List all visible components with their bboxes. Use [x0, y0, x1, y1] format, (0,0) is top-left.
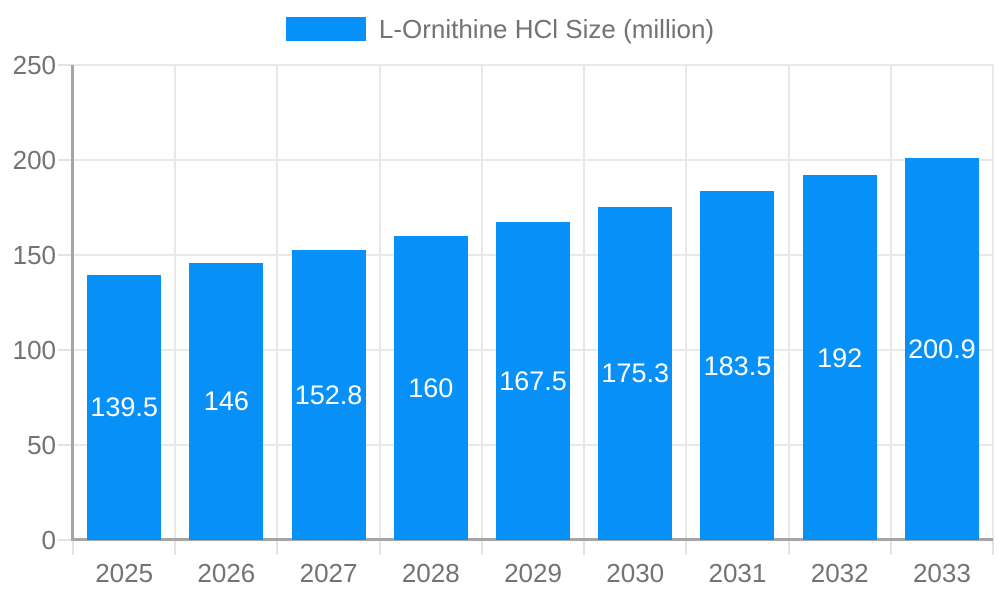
bar-2030[interactable]: [598, 206, 673, 540]
x-gridline: [174, 65, 177, 540]
y-axis-tick-label: 200: [12, 145, 56, 175]
x-tick: [72, 540, 74, 555]
legend-label: L-Ornithine HCl Size (million): [378, 14, 715, 44]
x-gridline: [889, 65, 892, 540]
x-gridline: [787, 65, 790, 540]
x-gridline: [685, 65, 688, 540]
x-gridline: [378, 65, 381, 540]
bar-value-label: 160: [408, 373, 454, 403]
x-gridline: [480, 65, 483, 540]
x-gridline: [276, 65, 279, 540]
bar-2026[interactable]: [189, 262, 264, 540]
y-axis-line: [71, 65, 74, 540]
y-tick: [58, 64, 73, 66]
x-tick: [480, 540, 483, 555]
bar-2031[interactable]: [700, 191, 775, 540]
x-axis-tick-label: 2026: [197, 558, 256, 588]
y-axis-tick-label: 0: [41, 525, 56, 555]
bar-value-label: 175.3: [601, 358, 669, 389]
y-gridline: [73, 159, 993, 161]
y-tick: [58, 539, 73, 541]
x-tick: [685, 540, 688, 555]
y-tick: [58, 159, 73, 161]
bar-value-label: 146: [203, 386, 249, 417]
legend-swatch: [285, 17, 366, 41]
bar-value-label: 167.5: [499, 365, 567, 396]
y-tick: [58, 444, 73, 446]
bar-2032[interactable]: [802, 175, 877, 540]
x-tick: [787, 540, 790, 555]
y-axis-tick-label: 50: [27, 430, 56, 460]
x-axis-tick-label: 2032: [810, 558, 869, 588]
y-gridline: [73, 64, 993, 66]
bar-2028[interactable]: [393, 236, 468, 540]
x-axis-tick-label: 2027: [299, 558, 358, 588]
bar-value-label: 192: [817, 342, 863, 373]
y-tick: [58, 349, 73, 351]
y-axis-tick-label: 100: [12, 335, 56, 365]
legend[interactable]: L-Ornithine HCl Size (million): [0, 14, 1000, 44]
x-tick: [889, 540, 892, 555]
bar-2033[interactable]: [904, 158, 979, 540]
x-gridline: [992, 65, 994, 540]
x-axis-tick-label: 2025: [95, 558, 154, 588]
y-axis-tick-label: 250: [12, 50, 56, 80]
x-tick: [378, 540, 381, 555]
x-tick: [583, 540, 586, 555]
x-axis-tick-label: 2030: [606, 558, 665, 588]
bar-2025[interactable]: [87, 274, 162, 540]
bar-value-label: 139.5: [90, 392, 158, 423]
bar-value-label: 152.8: [294, 379, 363, 410]
bar-2029[interactable]: [496, 221, 570, 540]
x-axis-tick-label: 2029: [504, 558, 562, 588]
bar-2027[interactable]: [291, 249, 366, 540]
x-gridline: [583, 65, 586, 540]
x-axis-tick-label: 2033: [912, 558, 971, 588]
y-axis-tick-label: 150: [12, 240, 56, 270]
x-tick: [276, 540, 279, 555]
x-axis-tick-label: 2028: [401, 558, 460, 588]
x-tick: [992, 540, 994, 555]
bar-value-label: 183.5: [703, 350, 772, 381]
y-tick: [58, 254, 73, 256]
bar-value-label: 200.9: [908, 334, 976, 365]
x-tick: [174, 540, 177, 555]
x-axis-tick-label: 2031: [708, 558, 767, 588]
